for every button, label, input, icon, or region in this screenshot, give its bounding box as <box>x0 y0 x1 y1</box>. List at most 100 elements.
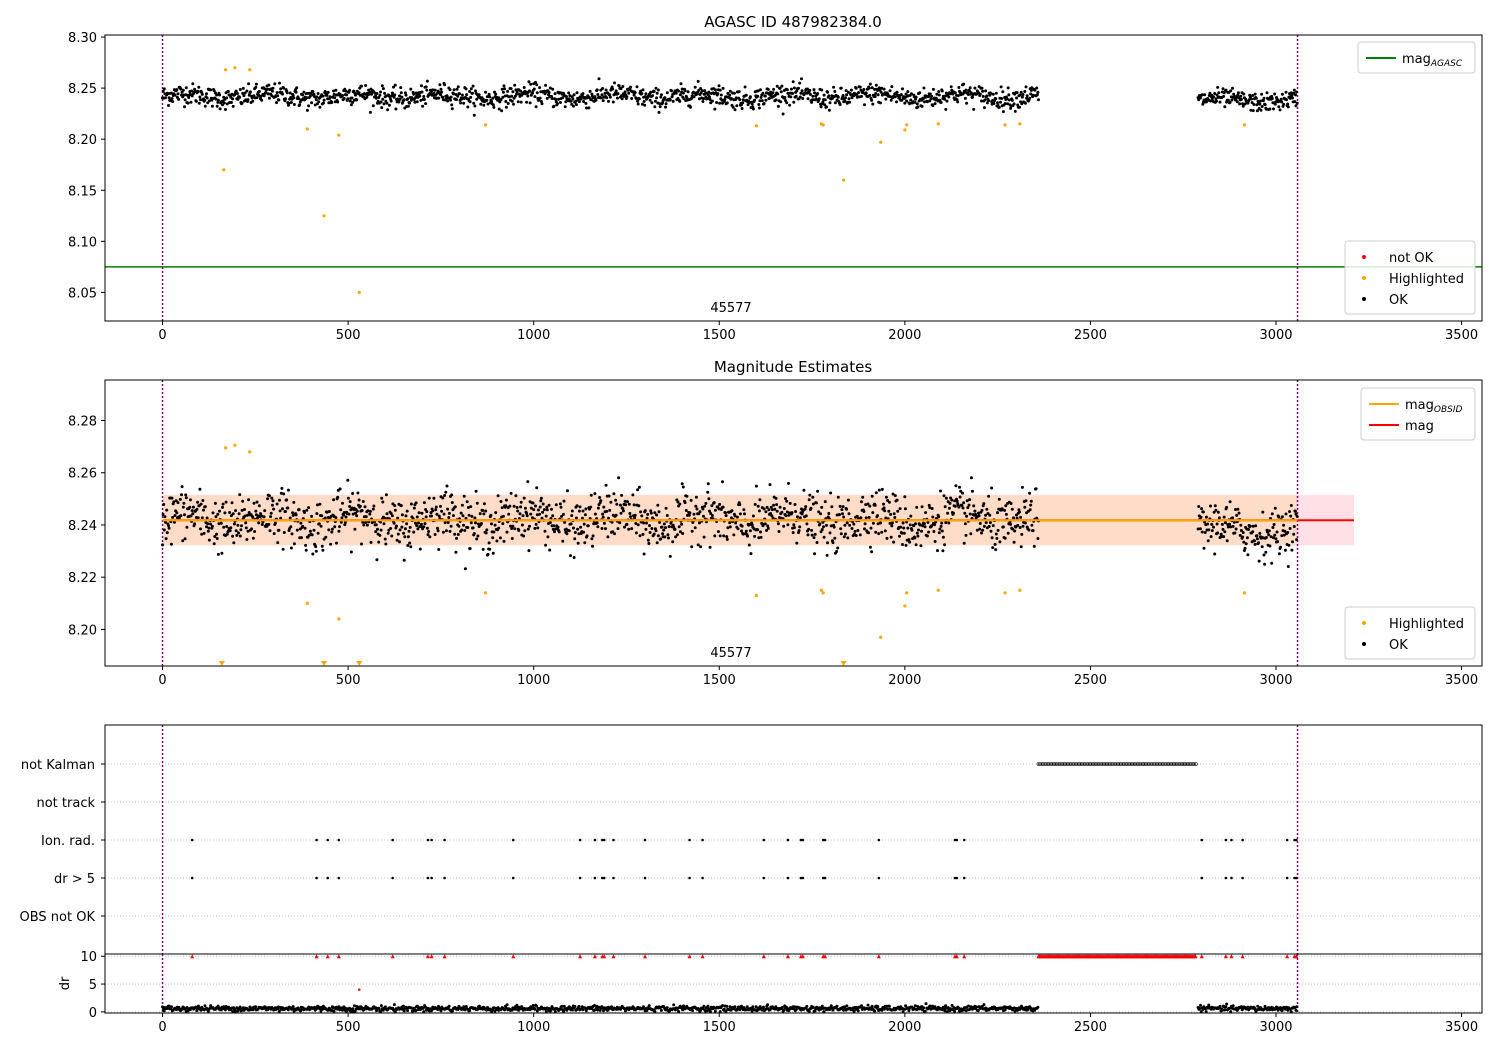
ok-point <box>508 504 512 508</box>
ok-point <box>708 98 712 101</box>
ok-point <box>729 97 733 100</box>
ok-point <box>1247 528 1250 531</box>
ok-point <box>930 524 934 528</box>
ok-point <box>165 531 169 535</box>
ok-point <box>648 531 652 534</box>
ok-point <box>639 510 643 514</box>
ok-point <box>596 93 600 96</box>
ok-point <box>342 513 346 517</box>
ok-point <box>743 512 746 516</box>
ok-point <box>536 526 540 530</box>
ok-point <box>1288 527 1292 530</box>
agasc-bottom-legend-label: not OK <box>1389 251 1434 266</box>
ok-point <box>375 92 379 95</box>
dr-ok-point <box>1223 1008 1227 1012</box>
ok-point <box>800 89 804 93</box>
ok-point <box>576 527 580 531</box>
ok-point <box>503 87 507 91</box>
ok-point <box>667 536 670 540</box>
ok-point <box>325 93 329 97</box>
ok-point <box>262 515 266 519</box>
dr-ok-point <box>764 1007 768 1011</box>
dr-ok-point <box>945 1010 949 1014</box>
ok-point <box>1018 526 1022 529</box>
ok-point <box>728 525 732 529</box>
ok-point <box>332 92 336 96</box>
ok-point <box>611 87 615 91</box>
ok-point <box>165 508 169 512</box>
ok-point <box>465 93 469 97</box>
ok-point <box>1283 529 1287 533</box>
ok-point <box>1206 539 1210 543</box>
ok-point <box>681 485 685 489</box>
dr-ok-point <box>728 1005 732 1009</box>
ok-point <box>822 525 825 529</box>
ok-point <box>649 90 653 94</box>
ok-point <box>623 525 626 529</box>
ok-point <box>354 511 357 515</box>
ok-point <box>717 84 721 88</box>
ok-point <box>721 480 724 484</box>
ok-point <box>639 89 643 93</box>
ok-point <box>215 537 219 540</box>
ok-point <box>806 87 809 91</box>
ok-point <box>789 95 793 99</box>
dr-ok-point <box>860 1004 863 1008</box>
ok-point <box>245 538 249 541</box>
highlighted-point <box>879 635 883 639</box>
ok-point <box>1021 93 1025 96</box>
ok-point <box>522 496 526 500</box>
ok-point <box>474 489 478 493</box>
ok-point <box>633 516 637 520</box>
ok-point <box>574 516 578 520</box>
ok-point <box>599 96 603 100</box>
ok-point <box>770 508 774 512</box>
ok-point <box>882 87 886 91</box>
dr-ok-point <box>248 1005 252 1009</box>
dr-ok-point <box>349 1010 353 1014</box>
ok-point <box>828 531 832 535</box>
ok-point <box>587 106 591 110</box>
ok-point <box>1257 541 1261 545</box>
estimates-top-legend-label: mag <box>1405 419 1434 434</box>
ok-point <box>523 506 527 510</box>
ion-rad-point <box>801 838 805 842</box>
highlighted-below-marker <box>320 661 327 666</box>
dr-ok-point <box>1013 1009 1017 1013</box>
dr-ok-point <box>953 1009 957 1013</box>
ok-point <box>808 88 812 92</box>
ok-point <box>1280 534 1284 538</box>
ok-point <box>167 104 170 107</box>
ok-point <box>748 529 752 533</box>
ok-point <box>284 510 287 513</box>
ok-point <box>376 527 379 531</box>
ok-point <box>189 100 193 104</box>
ok-point <box>310 533 314 537</box>
ok-point <box>684 509 688 512</box>
ok-point <box>375 558 379 562</box>
ok-point <box>294 90 298 94</box>
ok-point <box>205 92 208 96</box>
ok-point <box>469 87 473 91</box>
dr-ok-point <box>348 1006 351 1010</box>
ok-point <box>794 94 798 98</box>
ok-point <box>312 92 316 96</box>
highlighted-point <box>222 168 226 172</box>
ok-point <box>1013 529 1017 533</box>
ok-point <box>884 516 888 520</box>
ok-point <box>412 530 416 534</box>
ok-point <box>166 92 170 96</box>
ok-point <box>495 539 499 543</box>
ok-point <box>906 90 910 94</box>
ok-point <box>640 514 644 518</box>
not-kalman-point <box>1192 762 1197 766</box>
ok-point <box>1280 515 1284 519</box>
ok-point <box>593 512 597 516</box>
ok-point <box>330 101 334 104</box>
ok-point <box>1264 107 1268 111</box>
ok-point <box>1029 92 1033 96</box>
ok-point <box>533 526 537 530</box>
ok-point <box>632 503 636 507</box>
ok-point <box>770 514 774 518</box>
ok-point <box>728 521 732 525</box>
